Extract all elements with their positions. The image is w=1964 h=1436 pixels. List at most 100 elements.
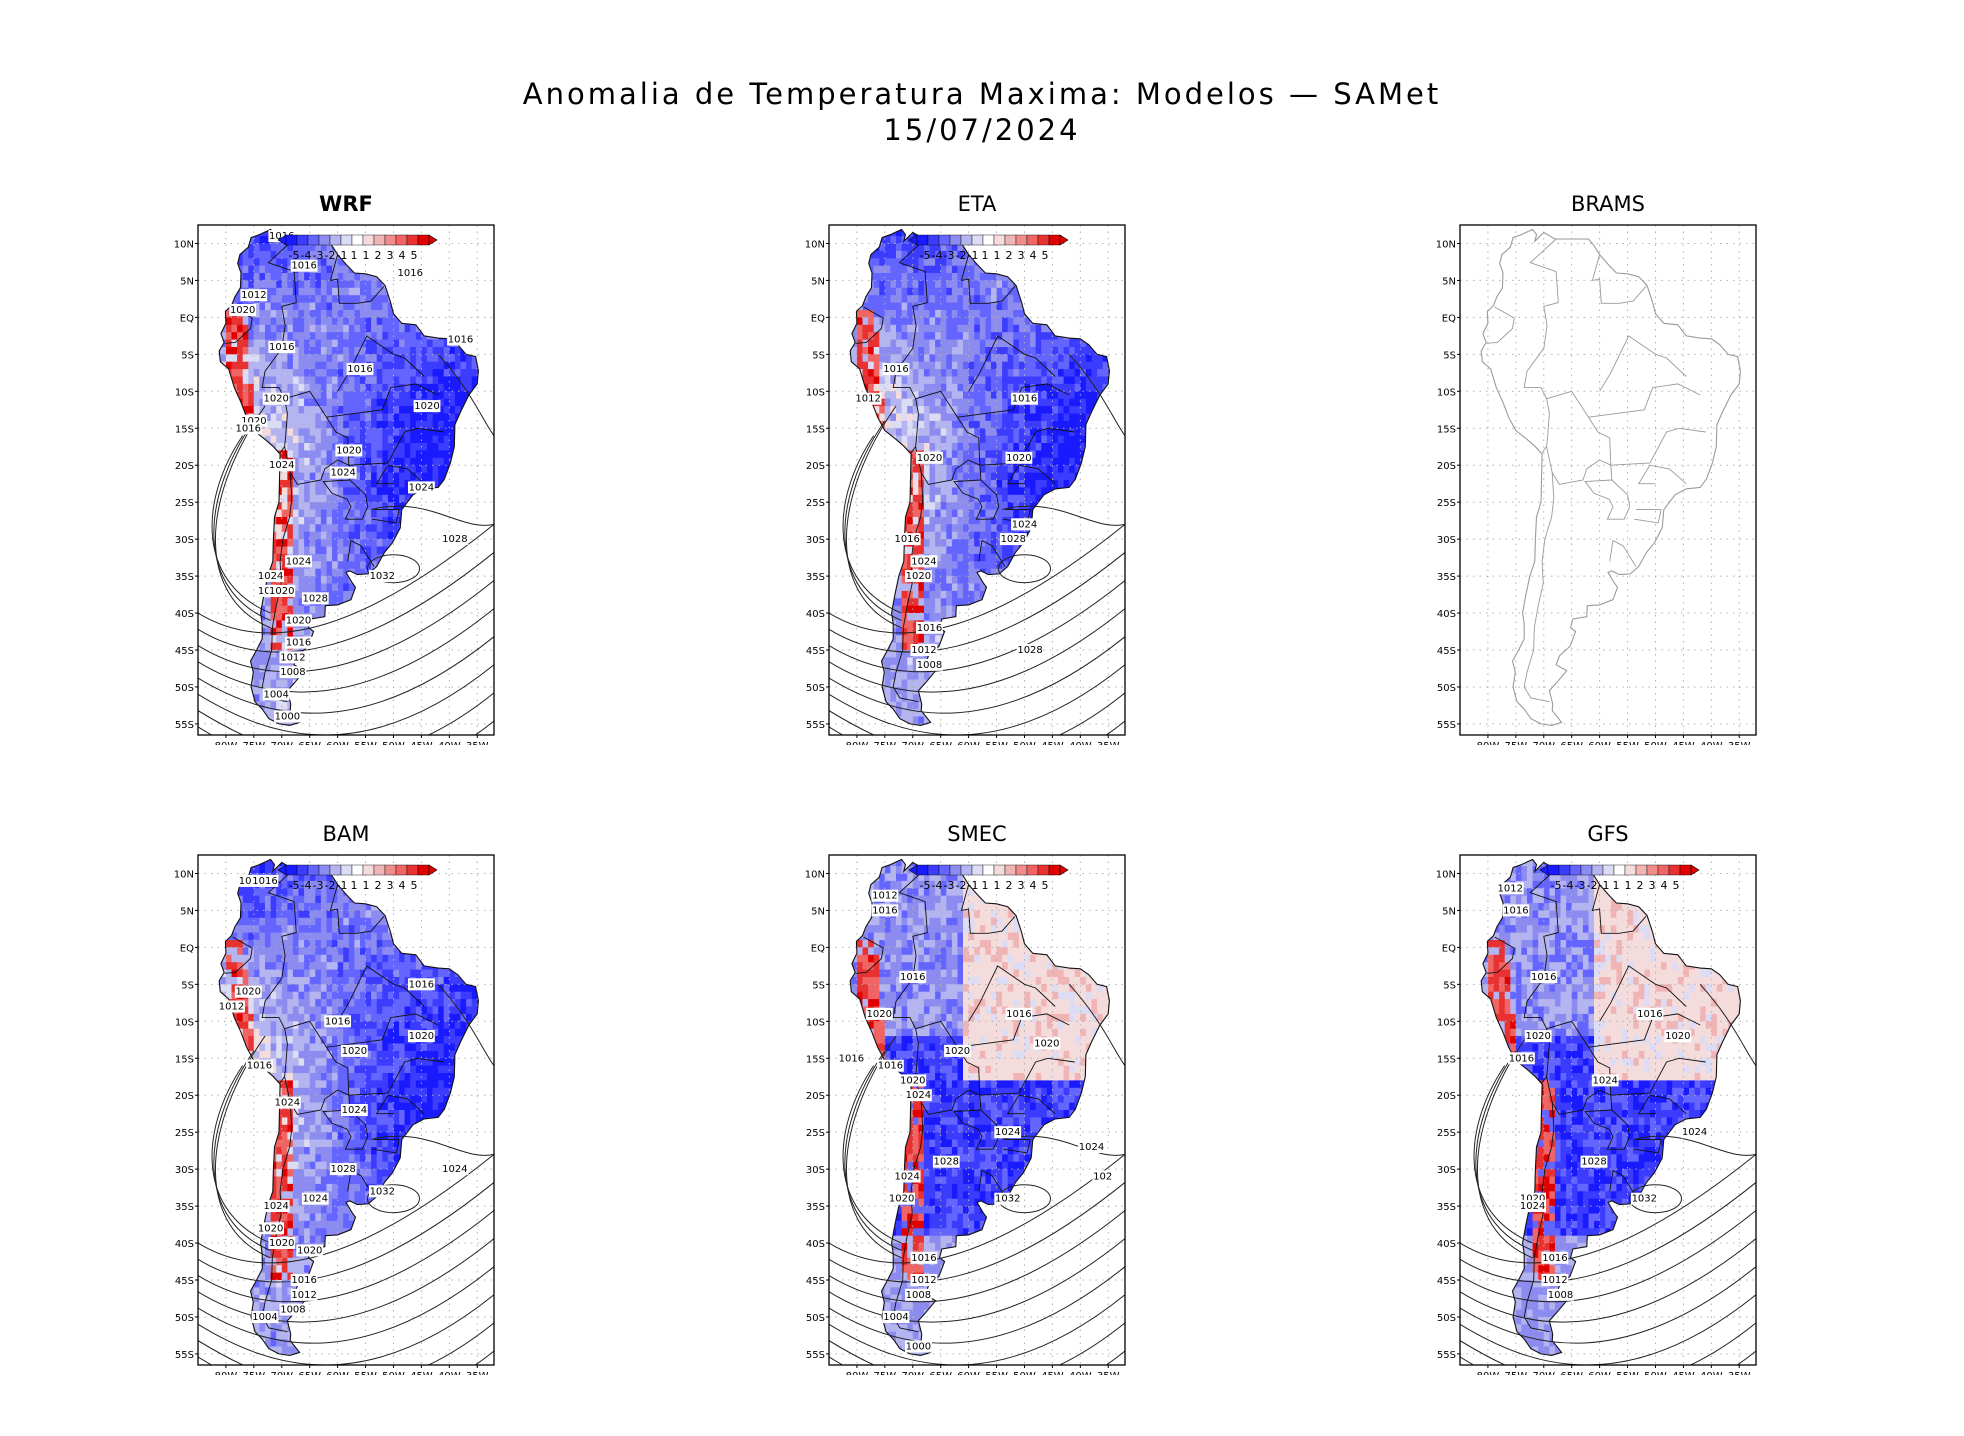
colorbar-label: 3 xyxy=(387,879,394,892)
colorbar-swatch xyxy=(971,234,984,246)
panel-title-gfs: GFS xyxy=(1587,822,1629,846)
colorbar-swatch xyxy=(296,864,309,876)
isobar-label: 1020 xyxy=(342,1046,367,1057)
colorbar-label: 5 xyxy=(1042,879,1049,892)
map-frame xyxy=(828,224,1126,736)
lon-label: 65W xyxy=(298,1371,321,1375)
colorbar: -5 -4 -3 -2 -1 1 1 2 3 4 5 xyxy=(1539,864,1700,892)
isobar-label: 1016 xyxy=(839,1053,864,1064)
panel-title-brams: BRAMS xyxy=(1571,192,1645,216)
colorbar-label: -4 xyxy=(932,249,943,262)
isobar-label: 1016 xyxy=(900,972,925,983)
colorbar-label: -3 xyxy=(944,249,955,262)
map-frame xyxy=(1459,224,1757,736)
lon-label: 50W xyxy=(1013,741,1036,745)
colorbar-swatch xyxy=(1015,234,1028,246)
anomaly-field xyxy=(850,859,1110,1356)
colorbar-swatch xyxy=(307,234,320,246)
lon-label: 40W xyxy=(1069,741,1092,745)
map-gfs: 1012101610161016102010201016102410241028… xyxy=(1436,854,1757,1375)
isobar-label: 1024 xyxy=(1592,1075,1617,1086)
colorbar-swatch xyxy=(373,864,386,876)
isobar-label: 1004 xyxy=(252,1312,277,1323)
lon-label: 70W xyxy=(1532,741,1555,745)
lat-label: 30S xyxy=(1437,535,1456,546)
isobar-label: 1012 xyxy=(1542,1275,1567,1286)
country-borders xyxy=(224,868,444,1333)
lat-label: 25S xyxy=(806,498,825,509)
isobar-labels: 1016 1012 1016 1020 1020 1024 1028 1016 1024 1020… xyxy=(854,363,1044,671)
lon-label: 35W xyxy=(1097,741,1120,745)
lat-label: 5S xyxy=(181,350,194,361)
lat-label: 15S xyxy=(806,1054,825,1065)
isobar-label: 1016 xyxy=(397,268,422,279)
lon-label: 70W xyxy=(901,741,924,745)
lon-label: 50W xyxy=(382,1371,405,1375)
isobar-label: 1020 xyxy=(409,1031,434,1042)
lat-label: 40S xyxy=(175,1239,194,1250)
panel-title-bam: BAM xyxy=(322,822,370,846)
lon-label: 50W xyxy=(1644,741,1667,745)
lon-label: 65W xyxy=(929,741,952,745)
isobar-label: 1016 xyxy=(917,623,942,634)
isobar-label: 1000 xyxy=(906,1342,931,1353)
colorbar-label: 2 xyxy=(375,879,382,892)
coastline xyxy=(1480,228,1741,726)
lat-label: 45S xyxy=(1437,1276,1456,1287)
map-frame xyxy=(197,224,495,736)
isobar-labels: 1012101610161016102010201016102410241028… xyxy=(1496,882,1708,1301)
lat-label: 10N xyxy=(174,869,194,880)
lon-label: 40W xyxy=(438,741,461,745)
lon-label: 75W xyxy=(1505,741,1528,745)
map-wrf: 1016101610161012102010161016101610201020… xyxy=(174,224,495,745)
colorbar-label: -1 xyxy=(1599,879,1610,892)
lon-label: 55W xyxy=(985,741,1008,745)
lat-label: 20S xyxy=(1437,1091,1456,1102)
lat-label: 15S xyxy=(806,424,825,435)
isobar-label: 1016 xyxy=(1503,905,1528,916)
lat-label: 5S xyxy=(1443,350,1456,361)
isobar-label: 1020 xyxy=(945,1046,970,1057)
lon-label: 35W xyxy=(466,741,489,745)
lat-label: 5N xyxy=(180,276,194,287)
lat-label: 40S xyxy=(1437,1239,1456,1250)
colorbar-swatch xyxy=(1679,864,1692,876)
colorbar-swatch xyxy=(927,234,940,246)
colorbar-label: -2 xyxy=(1587,879,1598,892)
colorbar-label: 4 xyxy=(399,879,406,892)
lat-label: 20S xyxy=(1437,461,1456,472)
isobar-label: 1020 xyxy=(1006,453,1031,464)
isobar-label: 1016 xyxy=(247,1061,272,1072)
colorbar-swatch xyxy=(318,864,331,876)
colorbar-label: 2 xyxy=(1006,879,1013,892)
colorbar-label: -5 xyxy=(920,879,931,892)
colorbar-label: 1 xyxy=(994,249,1001,262)
colorbar-label: -3 xyxy=(313,879,324,892)
colorbar-label: -5 xyxy=(1551,879,1562,892)
isobar-label: 1008 xyxy=(906,1290,931,1301)
colorbar: -5 -4 -3 -2 -1 1 1 2 3 4 5 xyxy=(277,234,438,262)
lon-label: 80W xyxy=(1477,1371,1500,1375)
lat-label: 10N xyxy=(1436,869,1456,880)
lon-label: 45W xyxy=(1672,1371,1695,1375)
colorbar-label: -2 xyxy=(325,879,336,892)
lon-label: 45W xyxy=(1041,741,1064,745)
lat-label: 45S xyxy=(175,1276,194,1287)
lon-label: 55W xyxy=(1616,1371,1639,1375)
colorbar-swatch xyxy=(993,864,1006,876)
lon-label: 60W xyxy=(1588,741,1611,745)
isobar-label: 1012 xyxy=(872,891,897,902)
isobar-label: 1016 xyxy=(409,979,434,990)
colorbar-swatch xyxy=(318,234,331,246)
lat-label: EQ xyxy=(180,943,194,954)
colorbar-swatch xyxy=(351,234,364,246)
country-borders xyxy=(224,238,444,703)
colorbar-label: 5 xyxy=(1042,249,1049,262)
panel-wrf: WRF 1016 1016 1016 1012 1020 1016 1016 1016 1020… xyxy=(156,190,536,745)
isobar-label: 1012 xyxy=(219,1002,244,1013)
map-frame xyxy=(1459,854,1757,1366)
isobar-label: 1020 xyxy=(286,615,311,626)
lon-label: 70W xyxy=(270,741,293,745)
colorbar-label: 3 xyxy=(387,249,394,262)
colorbar-label: 2 xyxy=(1006,249,1013,262)
